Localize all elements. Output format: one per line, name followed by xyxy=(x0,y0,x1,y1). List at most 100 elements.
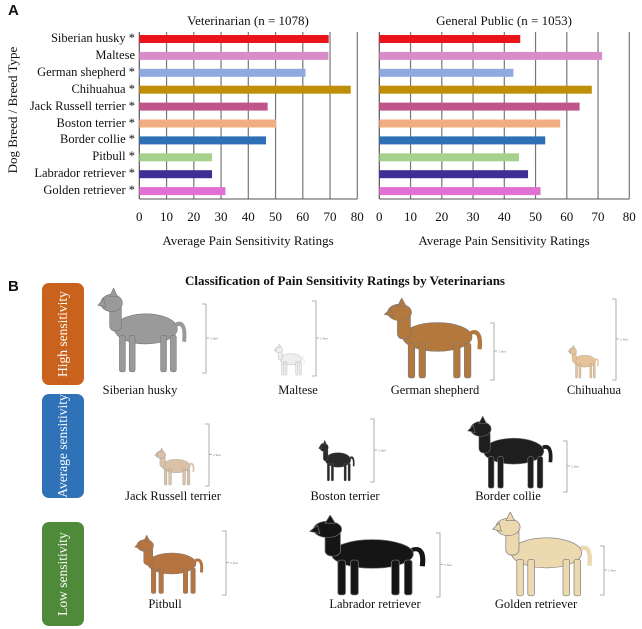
height-scale-bracket: 2 feet xyxy=(202,303,218,374)
panel-a-letter: A xyxy=(8,2,19,19)
scale-label: 2 feet xyxy=(620,338,628,342)
x-tick-label: 30 xyxy=(467,209,480,224)
dog-label: Boston terrier xyxy=(310,489,380,503)
dog-label: Golden retriever xyxy=(494,597,578,611)
x-tick-label: 70 xyxy=(592,209,605,224)
bar-golden-retriever xyxy=(139,187,226,196)
dog-image-border-collie xyxy=(462,415,556,495)
scale-label: 2 feet xyxy=(230,561,238,565)
dog-label: Jack Russell terrier xyxy=(125,489,221,503)
category-label: Labrador retriever * xyxy=(34,166,135,181)
height-scale-bracket: 2 feet xyxy=(490,322,506,381)
bar-border-collie xyxy=(379,136,546,145)
scale-label: 2 feet xyxy=(210,337,218,341)
dog-image-labrador-retriever xyxy=(302,514,430,602)
x-tick-label: 70 xyxy=(324,209,337,224)
category-label: German shepherd * xyxy=(37,64,135,79)
bar-chihuahua xyxy=(139,85,351,94)
category-label: Border collie * xyxy=(60,132,135,147)
bar-labrador-retriever xyxy=(379,170,529,179)
scale-label: 2 feet xyxy=(444,563,452,567)
vet-chart-title: Veterinarian (n = 1078) xyxy=(187,13,309,28)
bar-boston-terrier xyxy=(139,119,277,128)
dog-image-siberian-husky xyxy=(92,287,190,379)
height-scale-bracket: 2 feet xyxy=(222,530,238,596)
classification-title: Classification of Pain Sensitivity Ratin… xyxy=(185,273,505,288)
scale-label: 2 feet xyxy=(571,465,579,469)
dog-image-boston-terrier xyxy=(316,439,356,487)
dog-label: Pitbull xyxy=(148,597,182,611)
bar-border-collie xyxy=(139,136,267,145)
dog-image-golden-retriever xyxy=(486,511,596,603)
x-tick-label: 60 xyxy=(296,209,309,224)
category-label: Maltese xyxy=(95,47,135,62)
sensitivity-group-1: Average sensitivity xyxy=(42,394,84,498)
sensitivity-group-label: Average sensitivity xyxy=(55,394,70,498)
category-label: Pitbull * xyxy=(92,149,135,164)
dog-image-pitbull xyxy=(130,534,206,600)
x-tick-label: 10 xyxy=(404,209,417,224)
dog-label: Siberian husky xyxy=(102,383,178,397)
public-chart-title: General Public (n = 1053) xyxy=(436,13,572,28)
x-tick-label: 60 xyxy=(560,209,573,224)
x-tick-label: 80 xyxy=(351,209,364,224)
bar-siberian-husky xyxy=(139,35,329,43)
height-scale-bracket: 2 feet xyxy=(205,423,221,487)
bar-boston-terrier xyxy=(379,119,561,128)
height-scale-bracket: 2 feet xyxy=(612,298,628,381)
bar-labrador-retriever xyxy=(139,170,213,179)
x-tick-label: 30 xyxy=(215,209,228,224)
sensitivity-group-label: High sensitivity xyxy=(55,291,70,377)
dog-label: Labrador retriever xyxy=(329,597,421,611)
x-tick-label: 0 xyxy=(376,209,383,224)
height-scale-bracket: 2 feet xyxy=(312,300,328,377)
category-label: Golden retriever * xyxy=(43,183,135,198)
dog-image-german-shepherd xyxy=(378,297,486,385)
bar-pitbull xyxy=(379,153,519,162)
dog-image-chihuahua xyxy=(566,344,600,384)
category-label: Chihuahua * xyxy=(71,81,135,96)
scale-label: 2 feet xyxy=(320,337,328,341)
height-scale-bracket: 2 feet xyxy=(370,418,386,483)
scale-label: 2 feet xyxy=(378,449,386,453)
bar-german-shepherd xyxy=(379,68,514,77)
bar-pitbull xyxy=(139,153,213,162)
scale-label: 2 feet xyxy=(213,453,221,457)
panel-b-letter: B xyxy=(8,278,19,295)
x-tick-label: 20 xyxy=(187,209,200,224)
bar-chihuahua xyxy=(379,85,592,94)
x-tick-label: 0 xyxy=(136,209,143,224)
vet-bar-chart: 0 10 20 30 40 50 60 70 80 0 10 20 30 40 50 60 70 80 xyxy=(136,32,636,224)
dog-label: Chihuahua xyxy=(566,383,622,397)
bar-maltese xyxy=(379,51,603,60)
scale-label: 2 feet xyxy=(498,350,506,354)
dog-image-jack-russell-terrier xyxy=(152,447,196,491)
scale-label: 2 feet xyxy=(608,569,616,573)
height-scale-bracket: 2 feet xyxy=(563,440,579,493)
height-scale-bracket: 2 feet xyxy=(436,532,452,598)
dog-label: German shepherd xyxy=(390,383,480,397)
x-tick-label: 40 xyxy=(242,209,255,224)
category-label: Boston terrier * xyxy=(56,115,135,130)
x-tick-label: 10 xyxy=(160,209,173,224)
sensitivity-group-label: Low sensitivity xyxy=(55,532,70,616)
x-tick-label: 40 xyxy=(498,209,511,224)
sensitivity-group-0: High sensitivity xyxy=(42,283,84,385)
x-tick-label: 50 xyxy=(529,209,542,224)
sensitivity-group-2: Low sensitivity xyxy=(42,522,84,626)
dog-label: Maltese xyxy=(278,383,318,397)
x-tick-label: 50 xyxy=(269,209,282,224)
x-tick-label: 80 xyxy=(623,209,636,224)
dog-image-maltese xyxy=(272,343,306,381)
category-label: Siberian husky * xyxy=(50,31,135,45)
vet-x-axis-title: Average Pain Sensitivity Ratings xyxy=(162,233,334,248)
dog-label: Border collie xyxy=(475,489,541,503)
category-label: Jack Russell terrier * xyxy=(29,98,135,113)
bar-golden-retriever xyxy=(379,187,541,196)
public-x-axis-title: Average Pain Sensitivity Ratings xyxy=(418,233,590,248)
x-tick-label: 20 xyxy=(435,209,448,224)
bar-jack-russell-terrier xyxy=(139,102,268,111)
bar-german-shepherd xyxy=(139,68,306,77)
bar-jack-russell-terrier xyxy=(379,102,580,111)
